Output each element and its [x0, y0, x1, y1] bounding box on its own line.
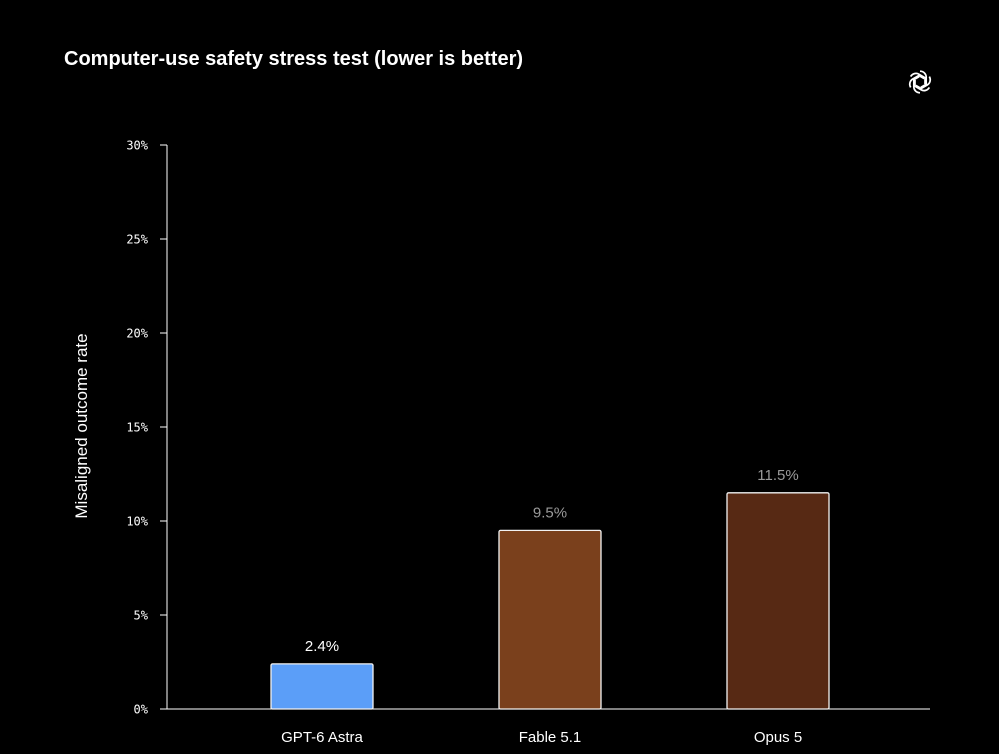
y-tick-label: 10% — [126, 515, 148, 529]
y-axis-title: Misaligned outcome rate — [72, 333, 91, 518]
x-axis-labels: GPT-6 Astra Fable 5.1 Opus 5 — [281, 729, 802, 746]
y-tick-label: 20% — [126, 327, 148, 341]
bar-value-label: 9.5% — [533, 504, 567, 521]
y-axis-ticks: 0% 5% 10% 15% 20% 25% 30% — [126, 139, 167, 717]
bar — [270, 663, 374, 710]
chart-title: Computer-use safety stress test (lower i… — [64, 48, 524, 70]
value-labels: 2.4% 9.5% 11.5% — [305, 467, 799, 655]
x-tick-label: Opus 5 — [754, 729, 802, 746]
y-tick-label: 30% — [126, 139, 148, 153]
y-tick-label: 25% — [126, 233, 148, 247]
y-tick-label: 15% — [126, 421, 148, 435]
x-tick-label: Fable 5.1 — [519, 729, 582, 746]
y-tick-label: 5% — [134, 609, 149, 623]
x-tick-label: GPT-6 Astra — [281, 729, 363, 746]
bar — [498, 529, 602, 710]
bar-value-label: 2.4% — [305, 638, 339, 655]
openai-logo-icon — [906, 70, 934, 94]
bar-value-label: 11.5% — [757, 467, 798, 484]
bars — [270, 492, 830, 710]
y-tick-label: 0% — [134, 703, 149, 717]
bar — [726, 492, 830, 710]
